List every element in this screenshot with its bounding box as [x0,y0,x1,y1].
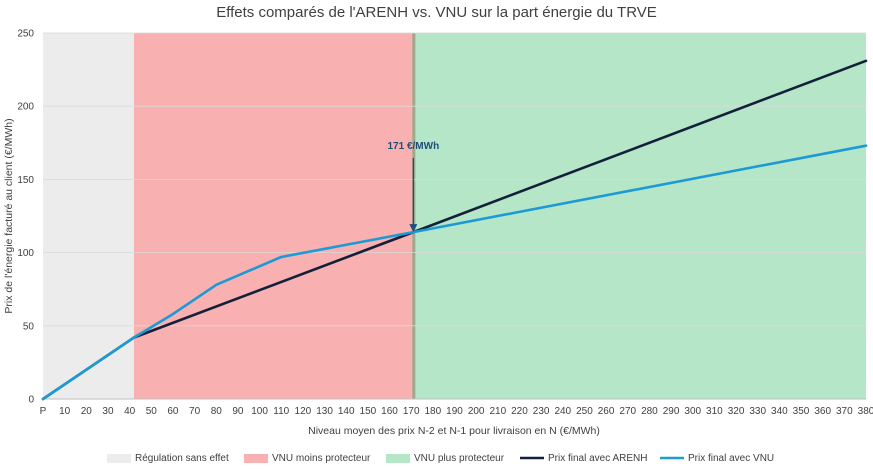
x-tick-label: 150 [360,406,377,417]
legend-swatch [386,454,410,463]
x-tick-label: 300 [684,406,701,417]
zone-band [133,33,414,399]
x-tick-label: 210 [489,406,506,417]
x-tick-label: 100 [251,406,268,417]
x-tick-label: 200 [468,406,485,417]
x-tick-label: 180 [424,406,441,417]
y-axis-title: Prix de l'énergie facturé au client (€/M… [3,118,15,313]
x-tick-label: 370 [836,406,853,417]
legend-swatch [107,454,131,463]
legend-label: Prix final avec ARENH [548,453,647,464]
x-tick-label: 360 [814,406,831,417]
legend-label: Prix final avec VNU [688,453,774,464]
x-tick-label: 330 [749,406,766,417]
chart-series [41,59,868,401]
x-tick-label: 110 [273,406,289,417]
x-tick-label: 240 [554,406,571,417]
x-tick-label: 280 [641,406,658,417]
x-tick-label: 70 [189,406,201,417]
x-tick-label: 170 [403,406,420,417]
y-tick-label: 250 [17,29,34,40]
legend-label: Régulation sans effet [135,453,229,464]
x-tick-label: 20 [81,406,93,417]
x-tick-label: 220 [511,406,528,417]
legend-swatch [244,454,268,463]
chart-gridlines [43,32,866,400]
y-axis-ticks: 0 50 100 150 200 250 [17,29,34,406]
legend-label: VNU plus protecteur [414,453,505,464]
x-tick-label: 90 [232,406,244,417]
annotation-arrowhead [409,224,418,233]
series-line-vnu [41,144,868,401]
x-tick-label: 140 [338,406,355,417]
x-tick-label: 260 [598,406,615,417]
zone-band [413,33,866,399]
legend-label: VNU moins protecteur [272,453,371,464]
x-tick-label: 120 [295,406,312,417]
x-tick-label: 60 [167,406,179,417]
annotation-label: 171 €/MWh [388,141,440,152]
x-tick-label: 50 [146,406,158,417]
y-tick-label: 50 [23,321,35,332]
x-tick-label: 230 [533,406,550,417]
x-tick-label: P [40,406,47,417]
x-axis-title: Niveau moyen des prix N-2 et N-1 pour li… [308,425,600,437]
x-axis-ticks: P 10 20 30 40 50 60 70 80 90 100 110 120 130 140 150 160… [40,406,873,417]
x-tick-label: 190 [446,406,463,417]
chart-annotation: 171 €/MWh [388,141,440,233]
x-tick-label: 350 [793,406,810,417]
x-tick-label: 340 [771,406,788,417]
x-tick-label: 320 [728,406,745,417]
zone-band [43,33,134,399]
x-tick-label: 30 [102,406,114,417]
y-tick-label: 150 [17,175,34,186]
x-tick-label: 270 [619,406,636,417]
x-tick-label: 40 [124,406,136,417]
y-tick-label: 0 [28,395,34,406]
x-tick-label: 10 [59,406,71,417]
x-tick-label: 130 [316,406,333,417]
x-tick-label: 160 [381,406,398,417]
chart-legend: Régulation sans effet VNU moins protecteu… [107,453,774,464]
x-tick-label: 250 [576,406,593,417]
x-tick-label: 80 [211,406,223,417]
x-tick-label: 310 [706,406,723,417]
chart-title: Effets comparés de l'ARENH vs. VNU sur l… [216,4,657,21]
x-tick-label: 380 [858,406,873,417]
y-tick-label: 100 [17,248,34,259]
y-tick-label: 200 [17,102,34,113]
x-tick-label: 290 [663,406,680,417]
chart-zones [43,33,866,399]
